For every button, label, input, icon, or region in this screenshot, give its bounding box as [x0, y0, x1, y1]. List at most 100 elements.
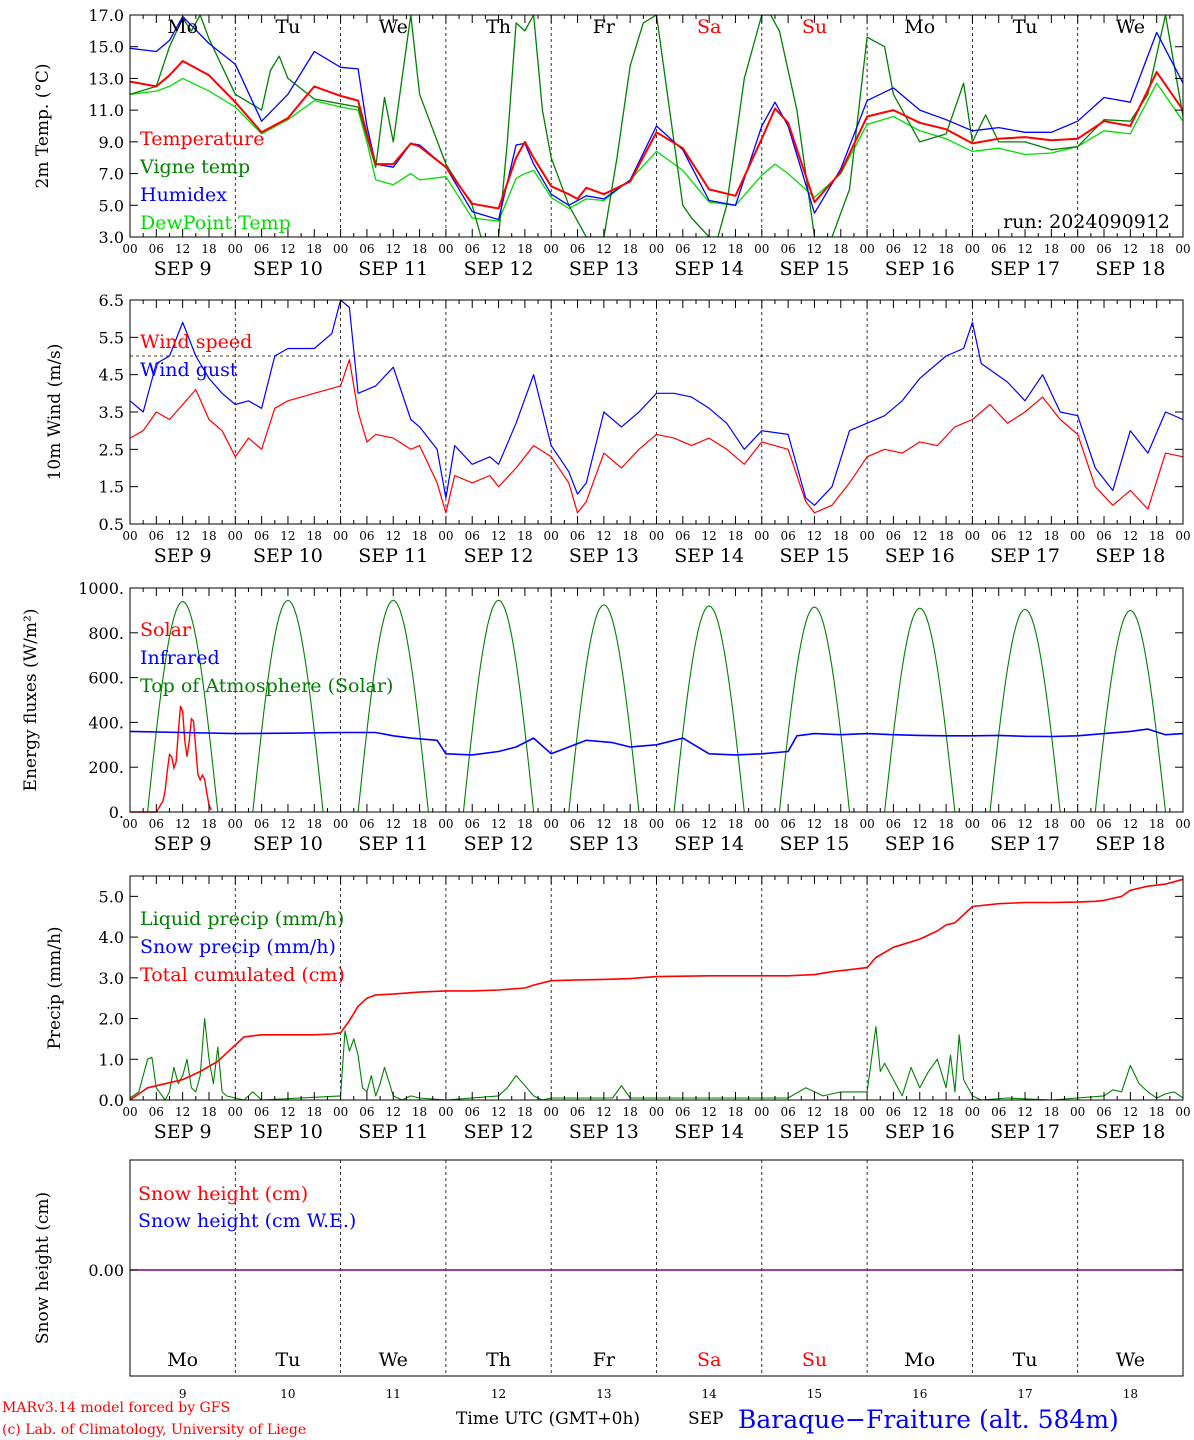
temperature-date-label: SEP 13 [569, 258, 639, 280]
temperature-hour-label: 00 [122, 242, 137, 256]
energy-hour-label: 06 [465, 817, 480, 831]
precip-date-label: SEP 11 [358, 1121, 428, 1143]
temperature-date-label: SEP 17 [990, 258, 1060, 280]
snow-weekday-label: Tu [275, 1349, 300, 1371]
wind-date-label: SEP 18 [1095, 545, 1165, 567]
temperature-hour-label: 00 [649, 242, 664, 256]
energy-hour-label: 00 [754, 817, 769, 831]
temperature-hour-label: 06 [149, 242, 164, 256]
energy-hour-label: 18 [201, 817, 216, 831]
wind-hour-label: 06 [570, 529, 585, 543]
wind-hour-label: 18 [833, 529, 848, 543]
run-label: run: 2024090912 [1003, 211, 1170, 233]
temperature-date-label: SEP 9 [154, 258, 212, 280]
snow-day-number: 12 [491, 1387, 506, 1401]
energy-hour-label: 18 [1044, 817, 1059, 831]
temperature-weekday-label: We [379, 16, 408, 38]
precip-hour-label: 18 [201, 1105, 216, 1119]
precip-hour-label: 06 [254, 1105, 269, 1119]
wind-hour-label: 06 [1096, 529, 1111, 543]
energy-hour-label: 18 [1149, 817, 1164, 831]
time-axis-label: Time UTC (GMT+0h) [456, 1409, 640, 1429]
station-label: Baraque−Fraiture (alt. 584m) [738, 1405, 1119, 1434]
precip-hour-label: 00 [228, 1105, 243, 1119]
snow-day-number: 9 [179, 1387, 187, 1401]
snow-weekday-label: Mo [167, 1349, 198, 1371]
wind-hour-label: 00 [649, 529, 664, 543]
wind-date-label: SEP 13 [569, 545, 639, 567]
precip-date-label: SEP 12 [464, 1121, 534, 1143]
temperature-hour-label: 18 [1044, 242, 1059, 256]
temperature-hour-label: 12 [386, 242, 401, 256]
energy-ytick-label: 200. [88, 758, 124, 777]
temperature-hour-label: 00 [438, 242, 453, 256]
precip-ytick-label: 1.0 [99, 1050, 124, 1069]
temperature-hour-label: 18 [517, 242, 532, 256]
frame-layer [129, 14, 1184, 1377]
energy-hour-label: 00 [438, 817, 453, 831]
wind-hour-label: 00 [1175, 529, 1190, 543]
precip-date-label: SEP 10 [253, 1121, 323, 1143]
temperature-weekday-label: Mo [167, 16, 198, 38]
text-layer: 00 06 12 18 00 06 12 18 00 06 12 18 00 06 12 18 00 06 12 18… [21, 6, 1191, 1401]
wind-date-label: SEP 10 [253, 545, 323, 567]
energy-hour-label: 00 [228, 817, 243, 831]
wind-hour-label: 06 [359, 529, 374, 543]
temperature-hour-label: 06 [991, 242, 1006, 256]
wind-hour-label: 12 [1017, 529, 1032, 543]
energy-hour-label: 12 [175, 817, 190, 831]
temperature-hour-label: 00 [228, 242, 243, 256]
precip-date-label: SEP 18 [1095, 1121, 1165, 1143]
temperature-date-label: SEP 15 [780, 258, 850, 280]
temperature-hour-label: 06 [780, 242, 795, 256]
precip-ytick-label: 5.0 [99, 887, 124, 906]
temperature-hour-label: 06 [675, 242, 690, 256]
wind-hour-label: 00 [1070, 529, 1085, 543]
energy-date-label: SEP 10 [253, 833, 323, 855]
precip-hour-label: 00 [965, 1105, 980, 1119]
energy-hour-label: 00 [122, 817, 137, 831]
precip-date-label: SEP 14 [674, 1121, 744, 1143]
precip-hour-label: 00 [1070, 1105, 1085, 1119]
wind-hour-label: 12 [280, 529, 295, 543]
wind-hour-label: 12 [1123, 529, 1138, 543]
energy-ylabel: Energy fluxes (W/m²) [21, 609, 41, 792]
energy-ytick-label: 0. [109, 803, 124, 822]
snow-legend-1: Snow height (cm W.E.) [138, 1210, 356, 1232]
temperature-weekday-label: Su [802, 16, 827, 38]
temperature-ylabel: 2m Temp. (°C) [33, 63, 53, 188]
energy-hour-label: 00 [544, 817, 559, 831]
precip-hour-label: 06 [1096, 1105, 1111, 1119]
energy-ytick-label: 600. [88, 669, 124, 688]
wind-hour-label: 12 [596, 529, 611, 543]
precip-hour-label: 06 [359, 1105, 374, 1119]
energy-hour-label: 18 [728, 817, 743, 831]
precip-hour-label: 06 [780, 1105, 795, 1119]
energy-date-label: SEP 17 [990, 833, 1060, 855]
wind-date-label: SEP 17 [990, 545, 1060, 567]
energy-hour-label: 06 [254, 817, 269, 831]
energy-ytick-label: 800. [88, 624, 124, 643]
precip-hour-label: 18 [307, 1105, 322, 1119]
wind-hour-label: 00 [438, 529, 453, 543]
snow-ytick-label: 0.00 [88, 1261, 124, 1280]
snow-day-number: 10 [280, 1387, 295, 1401]
snow-weekday-label: Su [802, 1349, 827, 1371]
precip-hour-label: 12 [1017, 1105, 1032, 1119]
energy-date-label: SEP 14 [674, 833, 744, 855]
temperature-hour-label: 18 [307, 242, 322, 256]
precip-date-label: SEP 15 [780, 1121, 850, 1143]
wind-legend-0: Wind speed [140, 331, 252, 353]
wind-hour-label: 12 [702, 529, 717, 543]
wind-hour-label: 06 [780, 529, 795, 543]
wind-hour-label: 12 [175, 529, 190, 543]
temperature-weekday-label: Th [486, 16, 511, 38]
wind-hour-label: 06 [254, 529, 269, 543]
energy-hour-label: 12 [280, 817, 295, 831]
precip-ytick-label: 3.0 [99, 969, 124, 988]
energy-legend-2: Top of Atmosphere (Solar) [140, 675, 393, 697]
snow-day-number: 11 [386, 1387, 401, 1401]
precip-hour-label: 12 [175, 1105, 190, 1119]
temperature-hour-label: 06 [359, 242, 374, 256]
precip-date-label: SEP 16 [885, 1121, 955, 1143]
